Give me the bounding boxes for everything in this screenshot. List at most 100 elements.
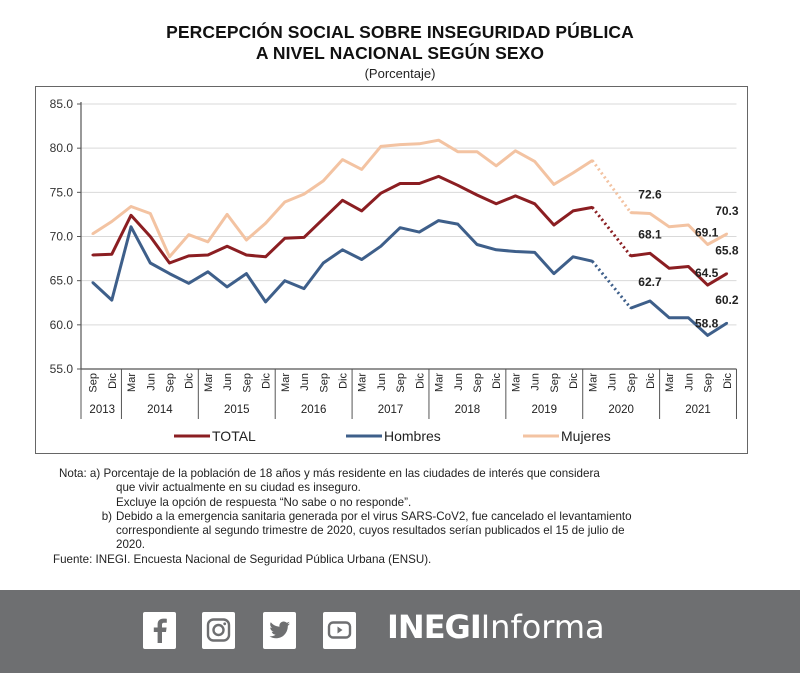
data-point — [264, 222, 267, 225]
legend-label-mujeres: Mujeres — [561, 428, 611, 444]
x-tick-label: Dic — [491, 373, 503, 389]
instagram-icon[interactable] — [202, 612, 235, 649]
data-point — [706, 243, 709, 246]
data-point — [418, 230, 421, 234]
youtube-icon[interactable] — [323, 612, 356, 649]
data-point — [187, 282, 190, 285]
data-point — [552, 272, 556, 275]
x-tick-label: Mar — [357, 373, 369, 392]
data-point — [514, 194, 517, 198]
data-point — [571, 255, 575, 259]
data-point — [225, 245, 229, 248]
source-note: Fuente: INEGI. Encuesta Nacional de Segu… — [53, 552, 432, 566]
note-b-prefix: b) — [101, 509, 112, 523]
data-point — [533, 202, 536, 206]
facebook-icon[interactable] — [143, 612, 176, 649]
x-tick-label: Mar — [510, 373, 522, 392]
data-label: 68.1 — [638, 227, 662, 241]
data-point — [283, 237, 287, 240]
year-label: 2017 — [378, 404, 404, 416]
data-point — [379, 192, 383, 195]
legend-label-total: TOTAL — [212, 428, 256, 444]
year-label: 2015 — [224, 404, 250, 416]
data-point — [264, 255, 267, 259]
data-point — [495, 202, 498, 206]
data-point — [418, 142, 421, 145]
data-point — [245, 272, 248, 275]
data-point — [687, 265, 690, 268]
data-point — [129, 214, 133, 217]
data-point — [302, 192, 306, 196]
data-point — [706, 334, 709, 337]
notes: Nota: a) Porcentaje de la población de 1… — [53, 467, 739, 567]
data-point — [725, 232, 729, 236]
data-point — [149, 212, 152, 215]
data-point — [591, 206, 594, 209]
data-label: 65.8 — [715, 244, 739, 258]
chart-frame: 85.0 80.0 75.0 70.0 65.0 60.0 55.0 Sep Dic 2013 Ma… — [35, 86, 748, 454]
note-a-line2: que vivir actualmente en su ciudad es in… — [116, 481, 361, 495]
data-point — [341, 158, 344, 161]
y-tick-label: 80.0 — [50, 141, 74, 155]
data-point — [187, 254, 190, 258]
x-tick-label: Jun — [530, 373, 542, 391]
footer-bar — [0, 590, 800, 673]
data-point — [437, 219, 440, 222]
y-tick-label: 70.0 — [50, 230, 74, 244]
data-point — [495, 248, 498, 251]
note-b-line2: correspondiente al segundo trimestre de … — [116, 524, 625, 538]
x-tick-label: Sep — [88, 373, 100, 393]
data-point — [245, 253, 248, 257]
note-a-line1: Porcentaje de la población de 18 años y … — [103, 467, 600, 480]
data-point — [668, 267, 671, 270]
data-label: 69.1 — [695, 225, 719, 239]
x-tick-label: Jun — [607, 373, 619, 391]
series-gap-dotted-hombres — [591, 260, 632, 310]
data-point — [360, 209, 363, 213]
x-tick-label: Jun — [683, 373, 695, 391]
data-point — [206, 253, 210, 257]
series-line-mujeres — [630, 211, 728, 246]
x-tick-label: Mar — [126, 373, 138, 392]
x-tick-label: Dic — [645, 373, 657, 389]
data-point — [302, 287, 306, 290]
data-point — [552, 223, 556, 227]
data-point — [91, 232, 94, 236]
y-tick-label: 65.0 — [50, 274, 74, 288]
data-point — [571, 209, 575, 213]
y-tick-label: 85.0 — [50, 97, 74, 111]
note-b-line1: Debido a la emergencia sanitaria generad… — [116, 509, 632, 523]
data-point — [110, 252, 114, 256]
data-point — [552, 183, 556, 186]
data-point — [706, 283, 709, 287]
x-tick-label: Jun — [222, 373, 234, 391]
y-tick-label: 55.0 — [50, 362, 74, 376]
data-label: 70.3 — [715, 204, 739, 218]
data-point — [187, 233, 190, 236]
data-point — [648, 299, 652, 303]
year-label: 2019 — [531, 404, 557, 416]
data-point — [629, 306, 632, 310]
twitter-icon[interactable] — [263, 612, 296, 649]
data-point — [168, 272, 171, 275]
data-label: 64.5 — [695, 266, 719, 280]
series-gap-dotted-mujeres — [591, 159, 632, 214]
x-tick-label: Sep — [472, 373, 484, 393]
data-point — [91, 281, 94, 284]
data-point — [149, 235, 152, 238]
data-point — [533, 160, 536, 163]
data-point — [495, 164, 498, 168]
data-point — [168, 261, 171, 265]
data-point — [322, 217, 325, 221]
data-point — [322, 179, 325, 183]
x-tick-label: Jun — [376, 373, 388, 391]
data-point — [225, 213, 229, 216]
data-point — [360, 168, 363, 171]
data-label: 72.6 — [638, 188, 662, 202]
data-point — [475, 150, 479, 153]
data-point — [379, 145, 383, 148]
x-tick-label: Dic — [337, 373, 349, 389]
year-label: 2013 — [89, 404, 115, 416]
data-point — [591, 260, 594, 263]
data-point — [591, 159, 594, 162]
